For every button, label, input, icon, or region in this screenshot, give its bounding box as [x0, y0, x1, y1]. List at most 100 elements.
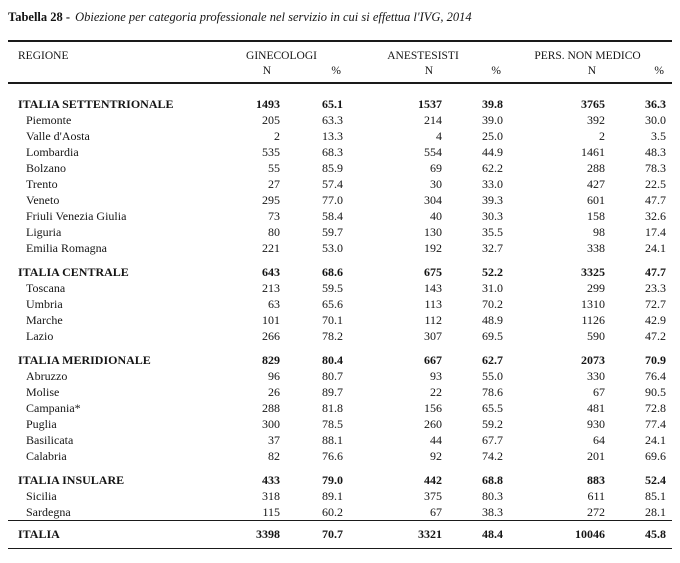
value-cell: 52.2: [482, 265, 503, 279]
value-cell: 930: [587, 417, 605, 431]
column-subheader-n-anestesisti: N: [424, 65, 433, 77]
value-cell: 481: [587, 401, 605, 415]
value-cell: 47.7: [645, 265, 667, 279]
value-cell: 53.0: [322, 241, 343, 255]
value-cell: 63.3: [322, 113, 343, 127]
total-row: ITALIA 3398 70.7 3321 48.4 10046 45.8: [8, 520, 673, 549]
table-row: Veneto 295 77.0 304 39.3 601 47.7: [8, 192, 672, 208]
column-header-ginecologi: GINECOLOGI: [246, 50, 317, 62]
table-row: Sardegna 115 60.2 67 38.3 272 28.1: [8, 504, 672, 521]
value-cell: 266: [262, 329, 280, 343]
value-cell: 3325: [581, 265, 605, 279]
table-row: Valle d'Aosta 2 13.3 4 25.0 2 3.5: [8, 128, 672, 144]
value-cell: 554: [424, 145, 442, 159]
table-body: ITALIA SETTENTRIONALE 1493 65.1 1537 39.8 376…: [8, 83, 672, 521]
value-cell: 70.1: [322, 313, 343, 327]
value-cell: 64: [593, 433, 605, 447]
value-cell: 58.4: [322, 209, 343, 223]
value-cell: 31.0: [482, 281, 503, 295]
value-cell: 304: [424, 193, 442, 207]
column-subheader-pct-ginecologi: %: [331, 65, 341, 77]
table-row: Calabria 82 76.6 92 74.2 201 69.6: [8, 448, 672, 464]
value-cell: 338: [587, 241, 605, 255]
region-cell: Valle d'Aosta: [26, 129, 90, 143]
value-cell: 69.5: [482, 329, 503, 343]
value-cell: 643: [262, 265, 280, 279]
value-cell: 80.3: [482, 489, 503, 503]
table-footer: ITALIA 3398 70.7 3321 48.4 10046 45.8: [8, 520, 673, 549]
value-cell: 2: [599, 129, 605, 143]
value-cell: 299: [587, 281, 605, 295]
table-row: Abruzzo 96 80.7 93 55.0 330 76.4: [8, 368, 672, 384]
value-cell: 82: [268, 449, 280, 463]
value-cell: 590: [587, 329, 605, 343]
value-cell: 70.9: [645, 353, 667, 367]
value-cell: 85.1: [645, 489, 667, 503]
column-header-regione: REGIONE: [18, 50, 69, 62]
value-cell: 44.9: [482, 145, 503, 159]
value-cell: 30.3: [482, 209, 503, 223]
section-row: ITALIA INSULARE 433 79.0 442 68.8 883 52.4: [8, 464, 672, 488]
value-cell: 427: [587, 177, 605, 191]
region-cell: Emilia Romagna: [26, 241, 107, 255]
value-cell: 28.1: [645, 505, 667, 519]
value-cell: 76.4: [645, 369, 667, 383]
value-cell: 89.1: [322, 489, 343, 503]
value-cell: 192: [424, 241, 442, 255]
value-cell: 3765: [581, 97, 605, 111]
value-cell: 80.4: [322, 353, 343, 367]
value-cell: 79.0: [322, 473, 343, 487]
value-cell: 69: [430, 161, 442, 175]
value-cell: 213: [262, 281, 280, 295]
value-cell: 37: [268, 433, 280, 447]
total-value-cell: 48.4: [482, 527, 503, 541]
value-cell: 23.3: [645, 281, 667, 295]
value-cell: 80: [268, 225, 280, 239]
value-cell: 59.5: [322, 281, 343, 295]
section-row: ITALIA SETTENTRIONALE 1493 65.1 1537 39.8 376…: [8, 83, 672, 112]
value-cell: 85.9: [322, 161, 343, 175]
value-cell: 214: [424, 113, 442, 127]
value-cell: 2: [274, 129, 280, 143]
value-cell: 1126: [581, 313, 605, 327]
value-cell: 48.9: [482, 313, 503, 327]
value-cell: 26: [268, 385, 280, 399]
value-cell: 201: [587, 449, 605, 463]
value-cell: 24.1: [645, 433, 667, 447]
value-cell: 4: [436, 129, 442, 143]
total-value-cell: 3321: [418, 527, 442, 541]
table-row: Toscana 213 59.5 143 31.0 299 23.3: [8, 280, 672, 296]
table-row: Puglia 300 78.5 260 59.2 930 77.4: [8, 416, 672, 432]
value-cell: 22.5: [645, 177, 667, 191]
region-cell: Molise: [26, 385, 60, 399]
value-cell: 295: [262, 193, 280, 207]
value-cell: 78.6: [482, 385, 503, 399]
value-cell: 288: [587, 161, 605, 175]
value-cell: 65.1: [322, 97, 343, 111]
value-cell: 33.0: [482, 177, 503, 191]
region-cell: Toscana: [26, 281, 66, 295]
value-cell: 307: [424, 329, 442, 343]
region-cell: Piemonte: [26, 113, 72, 127]
value-cell: 30.0: [645, 113, 667, 127]
column-subheader-n-pers-non-medico: N: [587, 65, 596, 77]
table-row: Lombardia 535 68.3 554 44.9 1461 48.3: [8, 144, 672, 160]
value-cell: 112: [424, 313, 442, 327]
region-cell: Marche: [26, 313, 63, 327]
total-value-cell: 10046: [575, 527, 605, 541]
value-cell: 260: [424, 417, 442, 431]
value-cell: 57.4: [322, 177, 343, 191]
value-cell: 65.6: [322, 297, 343, 311]
value-cell: 65.5: [482, 401, 503, 415]
value-cell: 288: [262, 401, 280, 415]
value-cell: 67.7: [482, 433, 503, 447]
region-cell: Friuli Venezia Giulia: [26, 209, 127, 223]
table-row: Trento 27 57.4 30 33.0 427 22.5: [8, 176, 672, 192]
value-cell: 55: [268, 161, 280, 175]
table-row: Molise 26 89.7 22 78.6 67 90.5: [8, 384, 672, 400]
region-cell: Calabria: [26, 449, 67, 463]
value-cell: 1537: [418, 97, 442, 111]
value-cell: 13.3: [322, 129, 343, 143]
value-cell: 39.8: [482, 97, 503, 111]
value-cell: 205: [262, 113, 280, 127]
